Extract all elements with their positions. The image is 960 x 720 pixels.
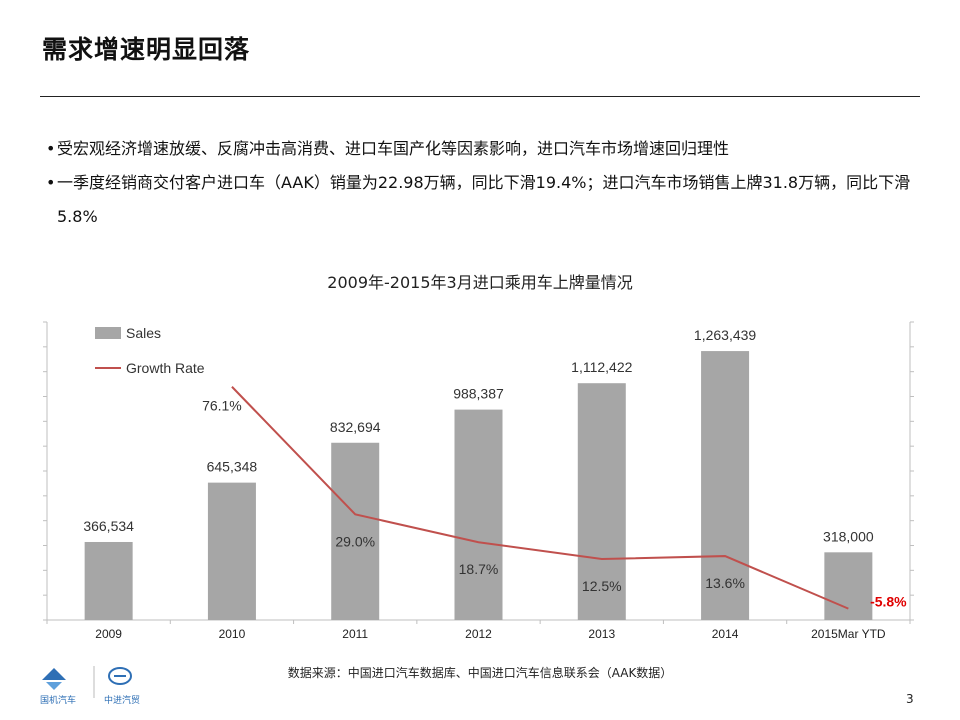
legend-sales-swatch [95, 327, 121, 339]
growth-data-label: 29.0% [335, 533, 375, 549]
x-tick-label: 2010 [219, 627, 246, 641]
sales-data-label: 1,112,422 [571, 359, 632, 375]
x-tick-label: 2014 [712, 627, 739, 641]
x-tick-label: 2013 [588, 627, 615, 641]
sales-data-label: 832,694 [330, 419, 381, 435]
guoji-logo-icon [42, 668, 66, 690]
sales-data-label: 988,387 [453, 386, 504, 402]
sales-bar [84, 541, 133, 620]
x-tick-label: 2011 [342, 627, 368, 641]
growth-rate-line [231, 386, 849, 610]
zhongjin-logo-icon [108, 667, 132, 685]
sales-data-label: 318,000 [823, 528, 874, 544]
legend-sales-label: Sales [126, 325, 161, 341]
sales-data-label: 1,263,439 [694, 327, 756, 343]
sales-bar [331, 442, 380, 620]
sales-bar [454, 409, 503, 620]
x-tick-label: 2009 [95, 627, 122, 641]
legend-growth-label: Growth Rate [126, 360, 205, 376]
sales-bar [701, 351, 750, 620]
sales-bar [824, 552, 873, 620]
chart-title: 2009年-2015年3月进口乘用车上牌量情况 [327, 273, 633, 292]
company-logos: 国机汽车 中进汽贸 [40, 666, 140, 706]
growth-data-label: -5.8% [870, 594, 907, 610]
zhongjin-logo-text: 中进汽贸 [104, 694, 140, 706]
growth-data-label: 76.1% [202, 398, 242, 414]
guoji-logo-text: 国机汽车 [40, 694, 76, 706]
slide-title: 需求增速明显回落 [42, 35, 251, 64]
x-tick-label: 2012 [465, 627, 492, 641]
sales-data-label: 645,348 [207, 459, 258, 475]
sales-data-label: 366,534 [83, 518, 134, 534]
growth-data-label: 18.7% [459, 561, 499, 577]
sales-bar [207, 482, 256, 620]
sales-bar [577, 383, 626, 620]
data-source-note: 数据来源：中国进口汽车数据库、中国进口汽车信息联系会（AAK数据） [287, 666, 673, 680]
growth-data-label: 12.5% [582, 578, 622, 594]
title-divider [40, 96, 920, 97]
bullet-list: 受宏观经济增速放缓、反腐冲击高消费、进口车国产化等因素影响，进口汽车市场增速回归… [46, 132, 926, 234]
sales-growth-chart: 366,534 645,348 832,694 988,387 1,112,422 1,2… [43, 321, 914, 641]
page-number: 3 [906, 692, 914, 706]
bullet-item-1: 受宏观经济增速放缓、反腐冲击高消费、进口车国产化等因素影响，进口汽车市场增速回归… [46, 132, 926, 166]
bullet-item-2: 一季度经销商交付客户进口车（AAK）销量为22.98万辆，同比下滑19.4%；进… [46, 166, 926, 234]
growth-data-label: 13.6% [705, 575, 745, 591]
x-tick-label: 2015Mar YTD [811, 627, 886, 641]
